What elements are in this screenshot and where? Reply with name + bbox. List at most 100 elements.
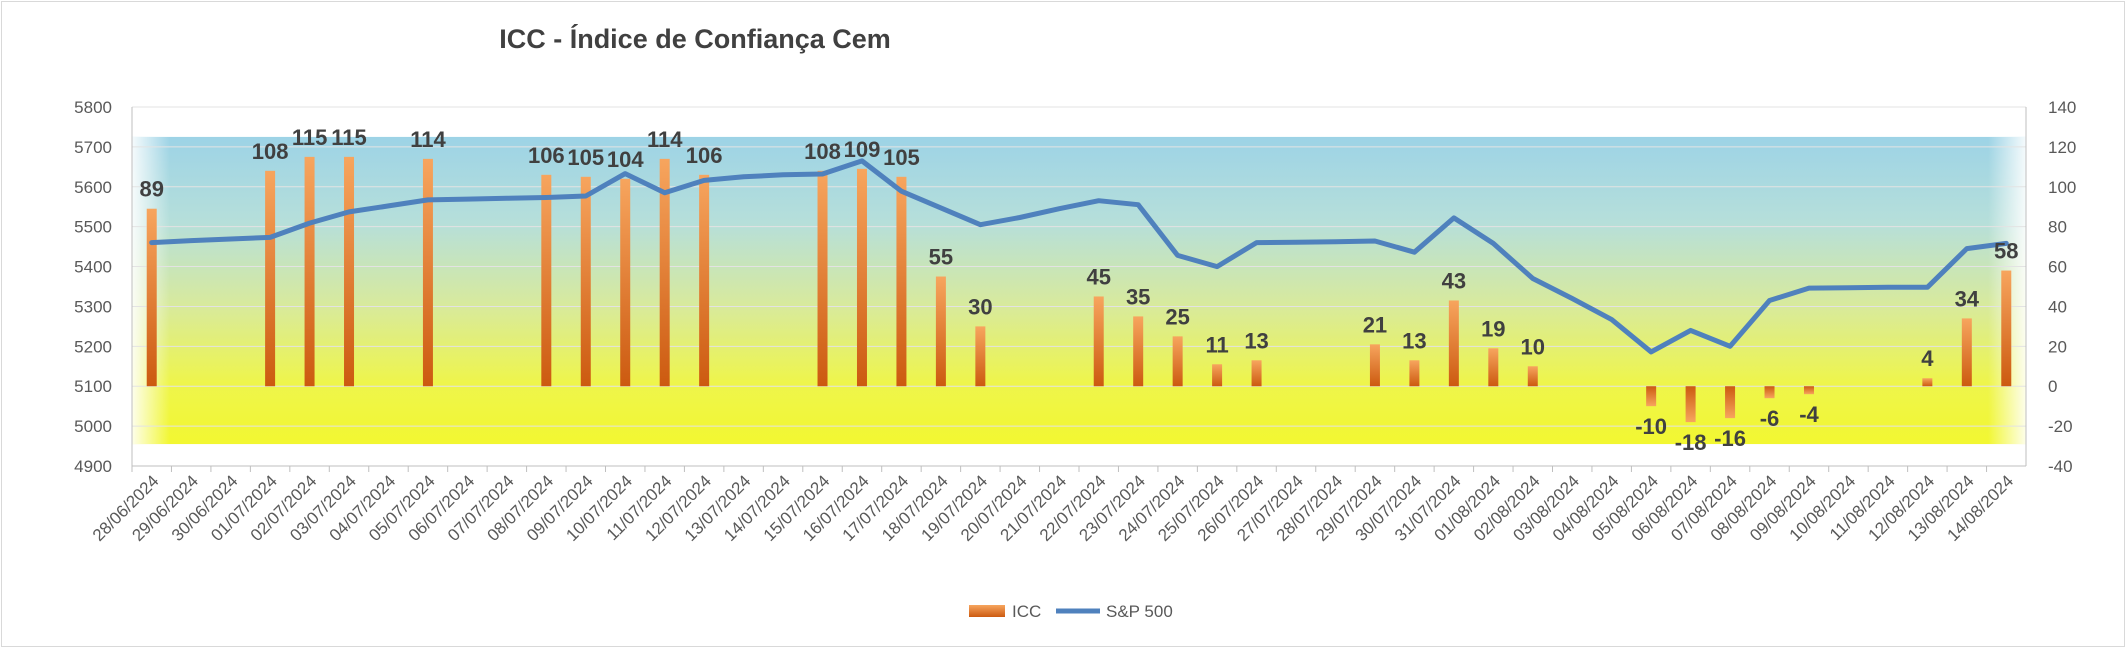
icc-data-label: 4: [1921, 346, 1934, 371]
right-axis-tick: -20: [2048, 417, 2073, 436]
sp500-point: [1492, 242, 1494, 244]
right-axis-tick: 80: [2048, 218, 2067, 237]
icc-bar: [422, 158, 433, 387]
sp500-point: [1808, 287, 1810, 289]
sp500-point: [1532, 278, 1534, 280]
icc-data-label: 30: [968, 294, 992, 319]
sp500-point: [1729, 345, 1731, 347]
sp500-point: [743, 176, 745, 178]
icc-data-label: 10: [1521, 334, 1545, 359]
sp500-point: [822, 173, 824, 175]
icc-bar: [620, 178, 631, 387]
icc-data-label: -4: [1799, 402, 1819, 427]
icc-data-label: 19: [1481, 316, 1505, 341]
sp500-point: [624, 173, 626, 175]
icc-data-label: 11: [1205, 332, 1228, 357]
sp500-point: [1453, 217, 1455, 219]
icc-bar: [975, 326, 986, 387]
icc-data-label: 34: [1955, 286, 1980, 311]
icc-data-label: -18: [1675, 430, 1707, 455]
icc-data-label: 114: [647, 127, 683, 152]
icc-bar: [2001, 270, 2012, 387]
sp500-point: [348, 211, 350, 213]
icc-data-label: 104: [607, 147, 644, 172]
sp500-point: [1887, 286, 1889, 288]
sp500-point: [269, 236, 271, 238]
right-axis-tick: 100: [2048, 178, 2076, 197]
sp500-point: [1690, 329, 1692, 331]
icc-bar: [1369, 344, 1380, 387]
sp500-point: [1098, 200, 1100, 202]
sp500-point: [1650, 351, 1652, 353]
icc-data-label: 21: [1363, 312, 1387, 337]
icc-bar: [1764, 386, 1775, 399]
icc-bar: [659, 158, 670, 387]
sp500-point: [427, 199, 429, 201]
chart-title: ICC - Índice de Confiança Cem: [499, 24, 891, 54]
icc-data-label: 35: [1126, 284, 1150, 309]
icc-bar: [699, 174, 710, 387]
icc-data-label: 45: [1086, 264, 1110, 289]
icc-bar: [1646, 386, 1657, 407]
icc-bar: [541, 174, 552, 387]
icc-data-label: -16: [1714, 426, 1746, 451]
icc-data-label: 106: [686, 143, 723, 168]
icc-data-label: 108: [804, 139, 841, 164]
legend-icc-label: ICC: [1012, 602, 1041, 621]
sp500-point: [1769, 299, 1771, 301]
icc-bar: [146, 208, 157, 387]
sp500-point: [466, 198, 468, 200]
sp500-point: [900, 190, 902, 192]
icc-bar: [1212, 364, 1223, 387]
icc-data-label: 89: [139, 177, 163, 202]
sp500-point: [151, 242, 153, 244]
sp500-point: [309, 222, 311, 224]
sp500-point: [1374, 240, 1376, 242]
left-axis-tick: 5500: [74, 218, 112, 237]
icc-data-label: 55: [929, 245, 953, 270]
right-axis-tick: -40: [2048, 457, 2073, 476]
legend-icc-swatch: [969, 605, 1005, 617]
icc-bar: [896, 176, 907, 387]
left-axis-tick: 5400: [74, 258, 112, 277]
icc-bar: [1922, 378, 1933, 387]
right-axis-tick: 120: [2048, 138, 2076, 157]
sp500-point: [190, 240, 192, 242]
sp500-point: [506, 197, 508, 199]
icc-bar: [1488, 348, 1499, 387]
icc-data-label: 105: [567, 145, 604, 170]
icc-bar: [265, 170, 276, 387]
legend-sp500-label: S&P 500: [1106, 602, 1173, 621]
icc-data-label: 25: [1165, 304, 1189, 329]
sp500-point: [2005, 242, 2007, 244]
icc-bar: [1093, 296, 1104, 387]
sp500-point: [1177, 254, 1179, 256]
icc-bar: [1448, 300, 1459, 387]
left-axis-tick: 5300: [74, 297, 112, 316]
sp500-point: [861, 160, 863, 162]
icc-bar: [1133, 316, 1144, 387]
sp500-point: [585, 195, 587, 197]
icc-bar: [1172, 336, 1183, 387]
sp500-point: [545, 197, 547, 199]
sp500-point: [703, 179, 705, 181]
left-axis-tick: 4900: [74, 457, 112, 476]
icc-data-label: -6: [1760, 406, 1780, 431]
sp500-point: [1019, 216, 1021, 218]
icc-bar: [1251, 360, 1262, 387]
sp500-point: [1137, 204, 1139, 206]
right-axis-tick: 60: [2048, 258, 2067, 277]
sp500-point: [664, 192, 666, 194]
icc-data-label: 115: [292, 125, 328, 150]
sp500-point: [979, 224, 981, 226]
sp500-point: [940, 207, 942, 209]
sp500-point: [230, 238, 232, 240]
icc-data-label: 108: [252, 139, 289, 164]
icc-data-label: -10: [1635, 414, 1667, 439]
sp500-point: [1926, 286, 1928, 288]
sp500-point: [1058, 208, 1060, 210]
icc-bar: [304, 156, 315, 387]
icc-data-label: 58: [1994, 239, 2018, 264]
right-axis-tick: 20: [2048, 337, 2067, 356]
